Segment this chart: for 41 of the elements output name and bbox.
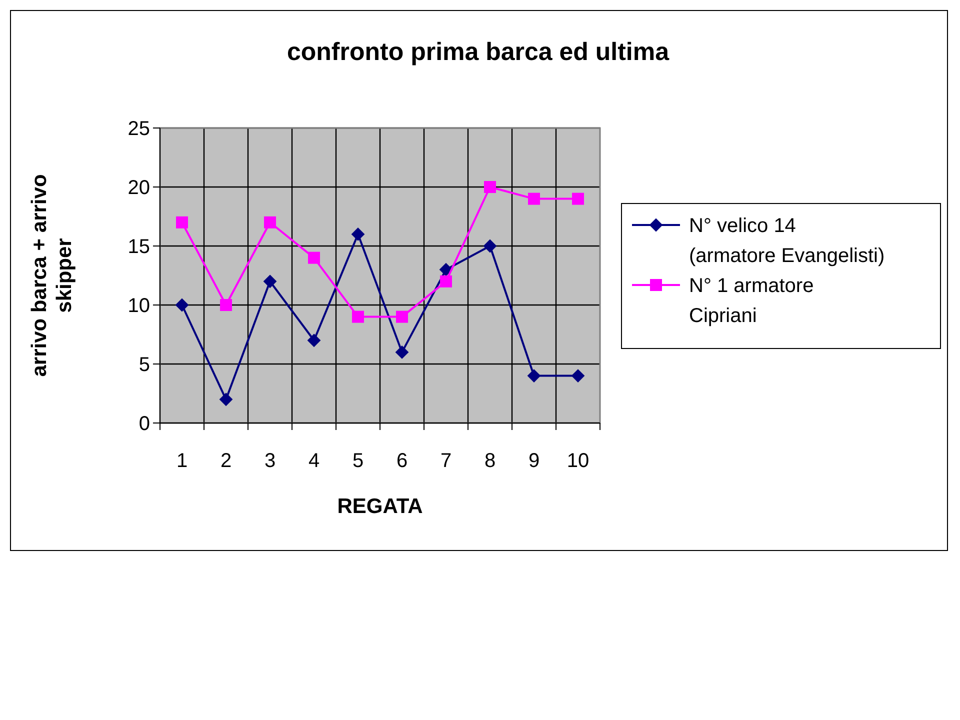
x-axis-title: REGATA [337,495,423,518]
point [484,240,496,252]
x-tick-label: 4 [308,450,320,472]
x-tick-label: 9 [528,450,540,472]
x-tick-label: 1 [176,450,188,472]
point [440,263,452,276]
y-tick-label: 5 [138,354,150,376]
legend-label: N° velico 14 (armatore Evangelisti) [689,215,885,267]
x-tick-label: 6 [396,450,408,472]
point [352,228,364,241]
point [308,334,320,347]
x-tick-label: 7 [440,450,452,472]
point [528,192,540,205]
point [396,310,408,323]
point [572,192,584,205]
point [264,274,276,288]
legend-label: N° 1 armatore Cipriani [689,275,814,327]
point [220,392,232,406]
chart-title: confronto prima barca ed ultima [286,38,670,66]
x-tick-label: 8 [484,450,496,472]
y-tick-label: 20 [128,177,150,199]
point [264,216,276,228]
point [176,216,188,228]
y-tick-label: 25 [128,118,150,140]
y-tick-label: 15 [128,236,150,258]
point [528,369,540,382]
point [396,346,408,359]
point [220,299,232,311]
point [572,369,584,382]
y-tick-label: 10 [128,295,150,317]
point [176,298,188,312]
y-axis-title: arrivo barca + arrivo skipper [28,174,76,377]
y-tick-label: 0 [138,413,150,435]
point [440,275,452,288]
point [308,252,320,264]
x-tick-label: 3 [264,450,276,472]
x-tick-label: 5 [352,450,364,472]
x-tick-label: 10 [566,450,590,472]
point [484,181,496,193]
point [352,310,364,323]
x-tick-label: 2 [220,450,232,472]
